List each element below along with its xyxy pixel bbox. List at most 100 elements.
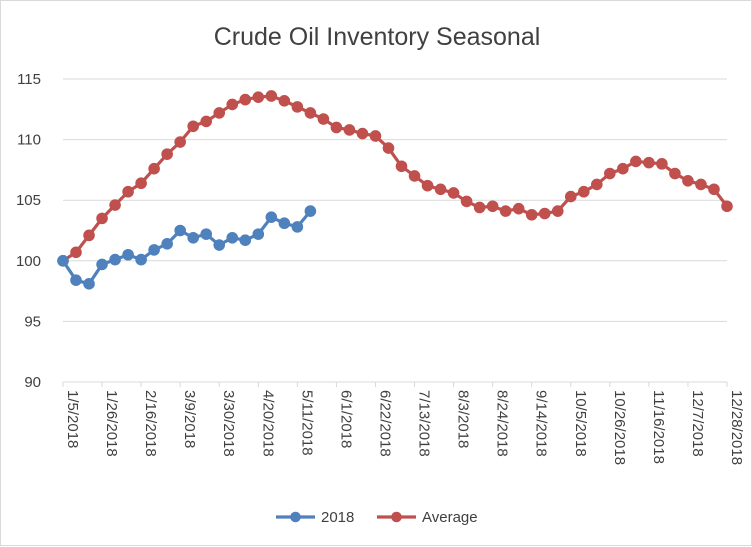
x-tick-label: 12/7/2018 (689, 390, 706, 457)
data-point (525, 208, 538, 221)
data-point (395, 160, 408, 173)
data-point (122, 185, 134, 198)
data-point (161, 148, 173, 160)
y-tick-label: 90 (24, 374, 41, 391)
data-point (643, 156, 655, 169)
data-point (434, 183, 447, 196)
data-point (252, 91, 265, 103)
data-point (148, 244, 160, 256)
data-point (109, 253, 121, 266)
data-point (148, 162, 160, 175)
y-tick-label: 95 (24, 313, 41, 330)
data-point (291, 221, 304, 233)
x-tick-label: 3/9/2018 (181, 390, 198, 448)
data-point (135, 177, 147, 190)
data-point (109, 199, 121, 211)
data-point (512, 202, 525, 215)
x-tick-label: 1/5/2018 (64, 390, 81, 448)
data-point (226, 231, 239, 244)
y-tick-label: 110 (17, 132, 41, 149)
legend-entry: 2018 (276, 509, 354, 526)
data-point (304, 205, 317, 217)
data-point (278, 217, 291, 230)
data-point (70, 274, 82, 286)
data-point (70, 246, 82, 259)
data-point (577, 185, 590, 198)
x-tick-label: 11/16/2018 (650, 390, 667, 464)
chart-title: Crude Oil Inventory Seasonal (214, 23, 541, 51)
gridlines (63, 78, 727, 322)
x-tick-label: 12/28/2018 (728, 390, 745, 465)
x-tick-label: 2/16/2018 (142, 390, 159, 457)
x-tick-label: 4/20/2018 (259, 390, 276, 457)
x-tick-label: 9/14/2018 (533, 390, 550, 457)
data-point (382, 142, 395, 154)
data-point (187, 120, 199, 133)
data-point (304, 107, 317, 119)
data-point (83, 229, 95, 242)
data-point (460, 195, 473, 208)
data-point (421, 179, 434, 192)
data-point (408, 170, 421, 182)
y-axis-tick-labels: 90 95 100 105 110 115 (16, 71, 41, 391)
data-point (213, 107, 226, 119)
data-point (239, 234, 252, 246)
data-point (591, 178, 603, 191)
legend-entry: Average (377, 509, 478, 526)
data-point (369, 130, 382, 142)
x-axis-tick-labels: 1/5/2018 1/26/2018 2/16/2018 3/9/2018 3/30/2… (62, 382, 745, 465)
x-tick-label: 6/22/2018 (376, 390, 393, 457)
data-point (708, 183, 720, 196)
data-point (538, 207, 551, 220)
x-tick-label: 10/26/2018 (611, 390, 628, 465)
legend-marker (290, 511, 301, 523)
data-point (200, 228, 213, 240)
data-point (617, 162, 629, 175)
data-point (604, 167, 616, 180)
data-point (83, 278, 95, 290)
x-tick-label: 1/26/2018 (103, 390, 120, 457)
data-point (265, 90, 278, 102)
data-point (721, 200, 733, 213)
data-point (200, 115, 213, 128)
data-point (356, 127, 369, 140)
data-point (551, 205, 564, 217)
data-point (630, 155, 642, 168)
y-tick-label: 100 (16, 253, 41, 270)
data-point (486, 200, 499, 213)
data-point (564, 190, 577, 203)
data-point (656, 158, 668, 170)
data-point (499, 205, 512, 217)
x-tick-label: 8/3/2018 (455, 390, 472, 448)
data-point (265, 211, 278, 223)
data-point (135, 253, 147, 266)
series-2018 (57, 205, 317, 290)
data-point (226, 98, 239, 111)
series-average (57, 90, 733, 267)
legend-label: 2018 (321, 509, 354, 526)
data-point (57, 254, 69, 267)
x-tick-label: 3/30/2018 (220, 390, 237, 457)
data-point (252, 228, 265, 240)
data-point (317, 113, 330, 125)
x-tick-label: 5/11/2018 (298, 390, 315, 456)
data-point (239, 93, 252, 106)
series-line (62, 94, 729, 263)
x-tick-label: 6/1/2018 (337, 390, 354, 448)
x-tick-label: 8/24/2018 (494, 390, 511, 457)
y-tick-label: 105 (16, 192, 41, 209)
data-point (473, 201, 486, 214)
legend: 2018 Average (276, 509, 478, 526)
data-point (278, 95, 291, 107)
x-tick-label: 10/5/2018 (572, 390, 589, 457)
data-point (174, 136, 186, 148)
data-point (669, 167, 681, 180)
y-tick-label: 115 (17, 71, 41, 88)
data-point (213, 239, 226, 251)
data-point (122, 248, 134, 261)
data-point (96, 212, 108, 225)
x-tick-label: 7/13/2018 (416, 390, 433, 457)
data-point (174, 224, 186, 237)
